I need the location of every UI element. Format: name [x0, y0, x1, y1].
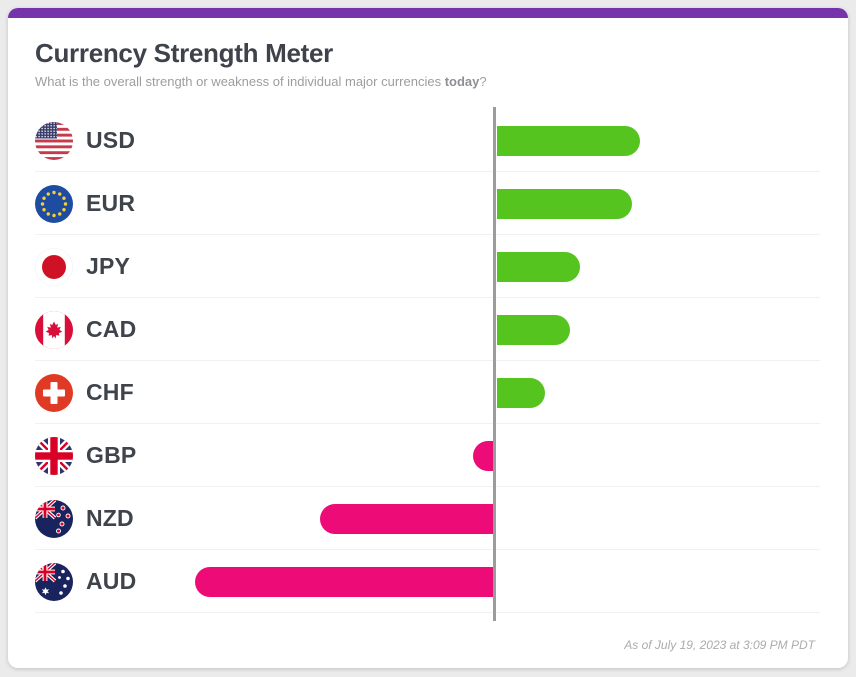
currency-strength-card: Currency Strength Meter What is the over…: [8, 8, 848, 668]
timestamp-text: As of July 19, 2023 at 3:09 PM PDT: [624, 638, 815, 652]
currency-label-aud: AUD: [86, 568, 137, 594]
ch-flag-icon: [35, 373, 73, 412]
currency-row-cad: CAD: [8, 298, 848, 361]
currency-row-aud: AUD: [8, 550, 848, 613]
currency-label-eur: EUR: [86, 190, 136, 216]
currency-label-usd: USD: [86, 127, 136, 153]
currency-row-usd: USD: [8, 109, 848, 172]
baseline-axis: [493, 107, 496, 621]
page-title: Currency Strength Meter: [35, 38, 333, 68]
currency-label-cad: CAD: [86, 316, 137, 342]
currency-label-chf: CHF: [86, 379, 134, 405]
accent-strip: [8, 8, 848, 18]
currency-row-eur: EUR: [8, 172, 848, 235]
currency-row-gbp: GBP: [8, 424, 848, 487]
nz-flag-icon: [35, 499, 73, 538]
jpy-strength-bar: [497, 252, 580, 282]
cad-strength-bar: [497, 315, 570, 345]
subtitle-bold-word: today: [444, 74, 480, 89]
eur-strength-bar: [497, 189, 632, 219]
page-subtitle: What is the overall strength or weakness…: [35, 74, 487, 89]
usd-strength-bar: [497, 126, 640, 156]
currency-label-nzd: NZD: [86, 505, 134, 531]
gbp-strength-bar: [473, 441, 493, 471]
currency-label-jpy: JPY: [86, 253, 131, 279]
au-flag-icon: [35, 562, 73, 601]
currency-row-jpy: JPY: [8, 235, 848, 298]
ca-flag-icon: [35, 310, 73, 349]
currency-label-gbp: GBP: [86, 442, 137, 468]
subtitle-suffix: ?: [479, 74, 487, 89]
subtitle-text: What is the overall strength or weakness…: [35, 74, 445, 89]
currency-row-chf: CHF: [8, 361, 848, 424]
currency-row-nzd: NZD: [8, 487, 848, 550]
strength-bar-chart: USD EUR: [8, 107, 848, 621]
aud-strength-bar: [195, 567, 493, 597]
eu-flag-icon: [35, 184, 73, 223]
jp-flag-icon: [35, 247, 73, 286]
nzd-strength-bar: [320, 504, 493, 534]
chf-strength-bar: [497, 378, 545, 408]
gb-flag-icon: [35, 436, 73, 475]
us-flag-icon: [35, 121, 73, 160]
